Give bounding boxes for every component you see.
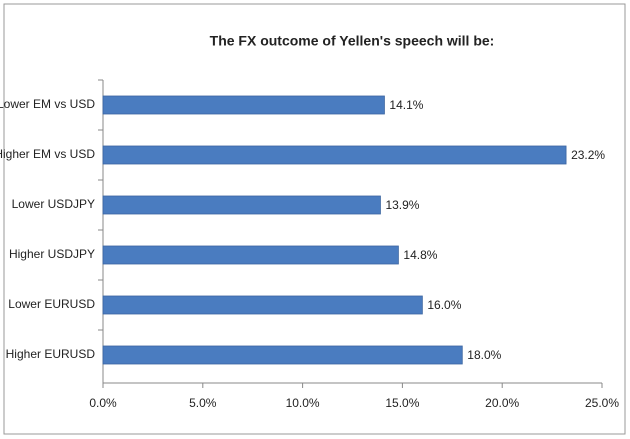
x-tick-label: 25.0% <box>585 396 619 410</box>
chart-title: The FX outcome of Yellen's speech will b… <box>210 33 495 49</box>
data-label: 14.1% <box>389 98 423 112</box>
y-tick-label: Lower EM vs USD <box>0 97 95 111</box>
data-label: 14.8% <box>403 248 437 262</box>
x-tick-label: 20.0% <box>485 396 519 410</box>
bar <box>102 245 399 265</box>
bar <box>102 345 463 365</box>
bar <box>102 295 423 315</box>
bar <box>102 95 385 115</box>
data-label: 13.9% <box>385 198 419 212</box>
data-label: 16.0% <box>427 298 461 312</box>
y-tick-label: Higher EM vs USD <box>0 147 95 161</box>
data-label: 18.0% <box>467 348 501 362</box>
chart-border <box>3 3 626 435</box>
x-tick-label: 10.0% <box>286 396 320 410</box>
x-tick-label: 0.0% <box>89 396 117 410</box>
bar <box>102 195 381 215</box>
y-tick-label: Lower EURUSD <box>8 297 95 311</box>
data-label: 23.2% <box>571 148 605 162</box>
bar <box>102 145 567 165</box>
y-tick-label: Lower USDJPY <box>12 197 95 211</box>
y-tick-label: Higher EURUSD <box>6 347 96 361</box>
x-tick-label: 5.0% <box>189 396 217 410</box>
x-tick-label: 15.0% <box>385 396 419 410</box>
y-tick-label: Higher USDJPY <box>9 247 95 261</box>
